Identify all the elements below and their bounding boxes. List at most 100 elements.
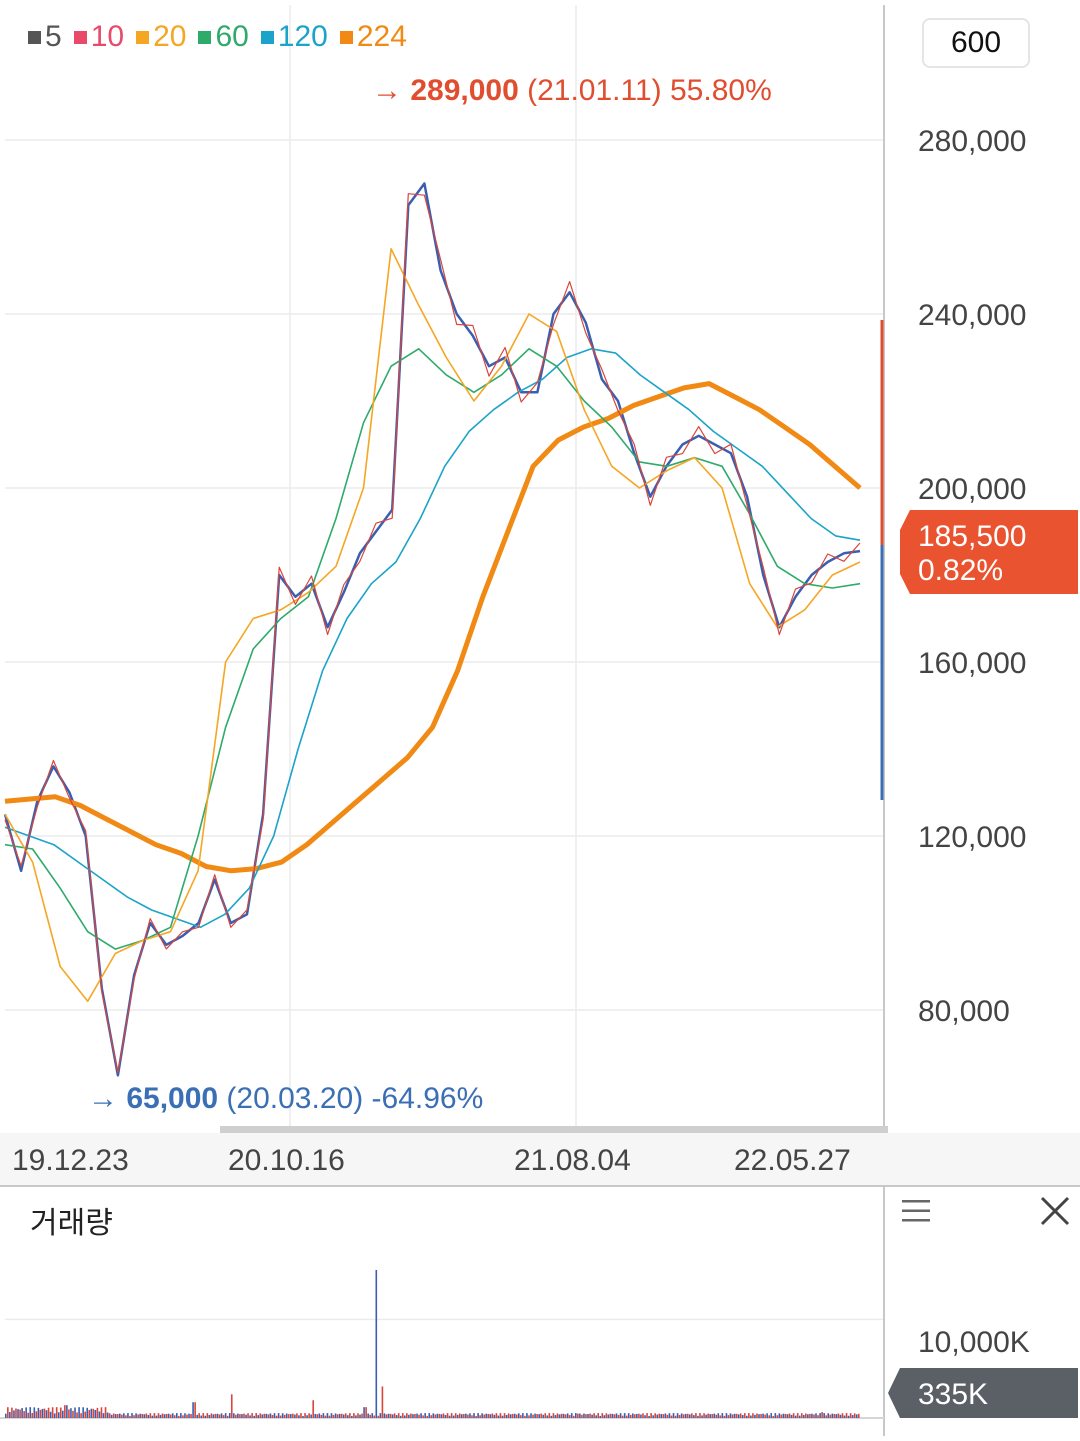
volume-bar [294,1414,296,1418]
volume-bar [485,1413,488,1418]
current-price-tag [900,510,1078,594]
volume-bar [721,1413,724,1418]
volume-bar [682,1414,685,1418]
volume-bar [108,1413,111,1418]
volume-bar [245,1414,247,1418]
volume-bar [135,1413,137,1418]
volume-bar [29,1407,32,1418]
menu-icon[interactable] [900,1196,932,1226]
volume-bar [125,1415,127,1418]
legend-label: 5 [45,20,62,53]
volume-bar [80,1413,82,1418]
volume-bar [397,1413,400,1418]
volume-bar [224,1413,227,1418]
volume-bar [377,1415,380,1418]
volume-bar [149,1413,152,1418]
volume-bar [819,1413,821,1418]
volume-bar [817,1415,819,1418]
volume-bar [137,1414,139,1418]
legend-item-120[interactable]: 120 [260,20,328,54]
volume-bar [308,1413,310,1418]
legend-item-60[interactable]: 60 [198,20,249,54]
volume-bar [595,1415,597,1418]
volume-bar [642,1413,644,1418]
legend-item-10[interactable]: 10 [73,20,124,54]
legend-item-20[interactable]: 20 [136,20,186,54]
legend-swatch [260,30,274,44]
volume-bar [611,1413,614,1418]
volume-bar [326,1413,329,1418]
volume-bar [623,1413,626,1418]
volume-bar [275,1415,278,1418]
volume-bar [49,1411,52,1418]
volume-bar [752,1413,754,1418]
volume-bar [186,1414,188,1418]
volume-bar [579,1413,581,1418]
volume-bar [625,1415,628,1418]
volume-bar [379,1413,382,1418]
volume-bar [843,1415,846,1418]
volume-bar [361,1413,363,1418]
volume-bar [560,1413,563,1418]
low-marker-date: (20.03.20) [218,1082,363,1115]
volume-bar [190,1413,192,1418]
volume-bar [145,1413,148,1418]
volume-bar [735,1413,738,1418]
y-tick-label: 160,000 [918,647,1026,680]
volume-current-value: 335K [918,1378,988,1411]
volume-bar [483,1414,485,1418]
series-line-120 [4,348,861,929]
volume-bar [756,1413,758,1418]
volume-bar [39,1409,42,1418]
volume-bar [511,1413,514,1418]
volume-bar [458,1413,461,1418]
volume-bar [123,1413,125,1418]
volume-bar [23,1411,25,1418]
volume-bar [678,1414,681,1418]
volume-bar [222,1415,225,1418]
volume-bar [674,1415,677,1418]
close-icon[interactable] [1038,1194,1072,1228]
volume-bar [784,1413,787,1418]
volume-bar [340,1413,343,1418]
volume-bar [257,1415,260,1418]
volume-bar [314,1413,317,1418]
volume-bar [389,1413,392,1418]
volume-bar [522,1413,524,1418]
volume-bar [251,1413,253,1418]
volume-bar [524,1415,526,1418]
volume-bar [86,1407,89,1418]
legend-label: 20 [153,20,187,53]
volume-bar [430,1415,433,1418]
volume-bar [452,1415,455,1418]
volume-bar [302,1415,304,1418]
volume-bar [686,1413,689,1418]
volume-bar [660,1413,663,1418]
volume-bar [395,1415,398,1418]
x-tick-label: 21.08.04 [514,1144,631,1177]
volume-bar [849,1413,852,1418]
legend-item-5[interactable]: 5 [28,20,62,54]
legend-label: 224 [356,20,407,53]
volume-bar [349,1413,351,1418]
volume-bar [520,1415,522,1418]
volume-bar [788,1413,791,1418]
volume-bar [731,1414,734,1418]
volume-bar [583,1413,585,1418]
volume-bar [424,1413,426,1418]
volume-bar [7,1407,9,1418]
volume-bar [41,1408,44,1418]
volume-bar [37,1407,40,1418]
volume-bar [554,1415,557,1418]
legend-item-224[interactable]: 224 [339,20,407,54]
volume-bar [855,1414,858,1418]
volume-bar [585,1414,587,1418]
period-button[interactable]: 600 [922,18,1030,68]
volume-bar [741,1415,744,1418]
volume-bar [798,1415,801,1418]
volume-bar [357,1413,359,1418]
volume-bar [575,1413,577,1418]
volume-bar [650,1413,652,1418]
volume-bar [62,1410,64,1418]
